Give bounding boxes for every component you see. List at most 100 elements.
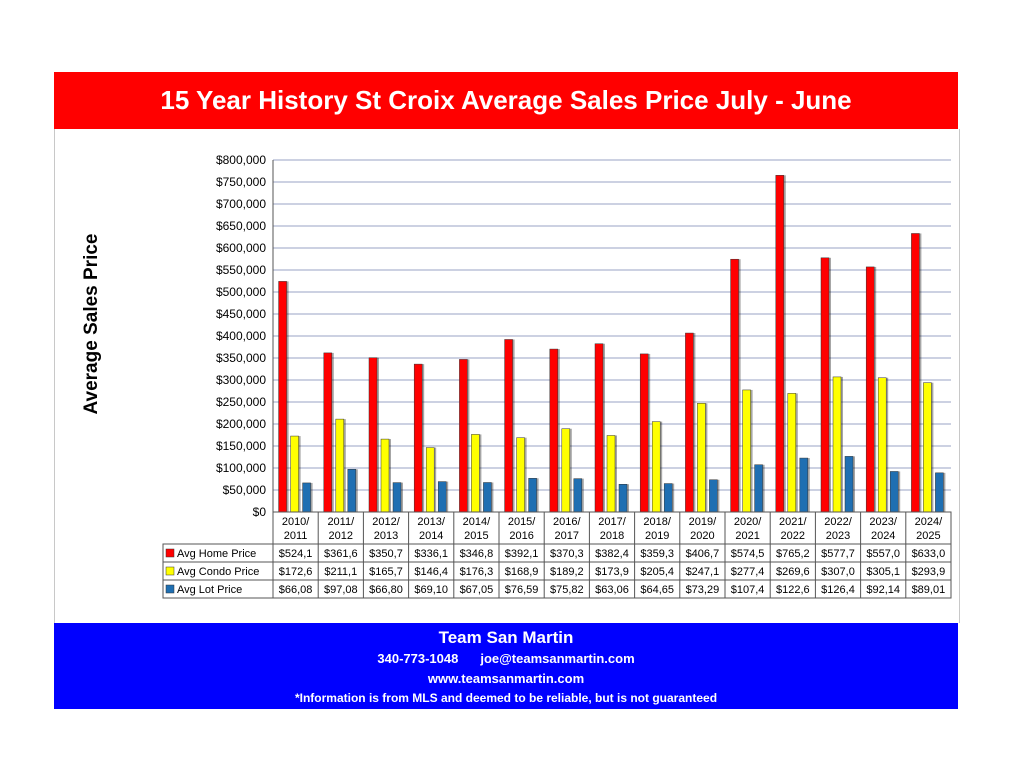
bar-shade bbox=[298, 436, 301, 512]
x-tick-label: 2024 bbox=[871, 530, 895, 542]
legend-swatch bbox=[165, 548, 175, 558]
x-tick-label: 2010/ bbox=[282, 516, 310, 528]
bar bbox=[290, 435, 299, 513]
bar-shade bbox=[310, 482, 313, 512]
y-tick-label: $750,000 bbox=[216, 175, 266, 189]
website-link[interactable]: www.teamsanmartin.com bbox=[427, 671, 585, 686]
x-tick-label: 2011 bbox=[284, 530, 308, 542]
data-label: $574,5 bbox=[731, 548, 765, 560]
x-tick-label: 2020/ bbox=[734, 516, 762, 528]
bar-shade bbox=[286, 281, 289, 512]
legend-entry: Avg Home Price bbox=[177, 548, 256, 560]
x-tick-label: 2017 bbox=[555, 530, 579, 542]
bar-shade bbox=[672, 483, 675, 512]
data-label: $76,59 bbox=[505, 584, 539, 596]
bar-shade bbox=[783, 175, 786, 512]
disclaimer: *Information is from MLS and deemed to b… bbox=[294, 691, 718, 705]
email-address[interactable]: joe@teamsanmartin.com bbox=[480, 651, 635, 666]
bar-shade bbox=[422, 364, 425, 512]
bar-shade bbox=[557, 349, 560, 512]
data-label: $247,1 bbox=[686, 566, 720, 578]
data-label: $406,7 bbox=[686, 548, 720, 560]
data-label: $66,80 bbox=[369, 584, 403, 596]
data-label: $524,1 bbox=[279, 548, 313, 560]
data-label: $168,9 bbox=[505, 566, 539, 578]
data-label: $361,6 bbox=[324, 548, 358, 560]
bar bbox=[347, 469, 357, 513]
bar-shade bbox=[343, 419, 346, 512]
data-label: $305,1 bbox=[866, 566, 900, 578]
bar-shade bbox=[446, 481, 449, 512]
bar-shade bbox=[434, 447, 437, 512]
data-label: $382,4 bbox=[595, 548, 629, 560]
y-tick-label: $800,000 bbox=[216, 153, 266, 167]
x-tick-label: 2022/ bbox=[824, 516, 852, 528]
y-tick-label: $650,000 bbox=[216, 219, 266, 233]
data-label: $165,7 bbox=[369, 566, 403, 578]
chart-title: 15 Year History St Croix Average Sales P… bbox=[54, 72, 958, 129]
bar bbox=[335, 418, 345, 513]
y-tick-label: $150,000 bbox=[216, 439, 266, 453]
bar bbox=[302, 482, 311, 513]
y-tick-label: $400,000 bbox=[216, 329, 266, 343]
x-tick-label: 2014/ bbox=[463, 516, 491, 528]
bar bbox=[573, 478, 583, 513]
x-tick-label: 2013/ bbox=[417, 516, 445, 528]
bar bbox=[911, 233, 920, 513]
data-label: $66,08 bbox=[279, 584, 313, 596]
bar-shade bbox=[581, 478, 584, 512]
bar bbox=[697, 403, 706, 513]
x-tick-label: 2023/ bbox=[869, 516, 897, 528]
x-tick-label: 2022 bbox=[781, 530, 805, 542]
bar bbox=[413, 363, 423, 513]
data-label: $269,6 bbox=[776, 566, 810, 578]
bar-shade bbox=[401, 482, 403, 512]
data-label: $107,4 bbox=[731, 584, 765, 596]
bar-shade bbox=[762, 464, 765, 512]
x-tick-label: 2016 bbox=[509, 530, 533, 542]
bar bbox=[865, 266, 875, 513]
x-tick-label: 2023 bbox=[826, 530, 850, 542]
footer: Team San Martin 340-773-1048 joe@teamsanm… bbox=[54, 623, 958, 709]
bar bbox=[685, 332, 694, 513]
bar-shade bbox=[829, 257, 831, 512]
x-tick-label: 2024/ bbox=[915, 516, 943, 528]
data-label: $577,7 bbox=[821, 548, 855, 560]
bar-shade bbox=[931, 382, 934, 512]
data-label: $205,4 bbox=[640, 566, 674, 578]
bar-shade bbox=[603, 343, 605, 512]
data-label: $557,0 bbox=[866, 548, 900, 560]
y-tick-label: $50,000 bbox=[223, 483, 267, 497]
bar-shade bbox=[898, 471, 901, 512]
bar bbox=[787, 393, 797, 513]
data-label: $92,14 bbox=[866, 584, 900, 596]
data-label: $122,6 bbox=[776, 584, 810, 596]
bar-shade bbox=[705, 403, 708, 512]
y-tick-label: $250,000 bbox=[216, 395, 266, 409]
bar-shade bbox=[569, 428, 572, 512]
bar-shade bbox=[355, 469, 358, 512]
bar bbox=[844, 456, 854, 513]
data-label: $73,29 bbox=[686, 584, 720, 596]
data-label: $392,1 bbox=[505, 548, 539, 560]
bar bbox=[820, 257, 830, 513]
data-label: $146,4 bbox=[414, 566, 448, 578]
y-tick-label: $350,000 bbox=[216, 351, 266, 365]
bar-shade bbox=[750, 389, 753, 512]
bar-shade bbox=[524, 437, 527, 512]
x-tick-label: 2021 bbox=[735, 530, 759, 542]
bar-shade bbox=[389, 439, 391, 512]
bar bbox=[935, 472, 944, 513]
x-tick-label: 2016/ bbox=[553, 516, 581, 528]
x-tick-label: 2025 bbox=[916, 530, 940, 542]
phone-number: 340-773-1048 bbox=[377, 651, 459, 666]
bar bbox=[549, 348, 559, 513]
x-tick-label: 2012/ bbox=[372, 516, 400, 528]
data-label: $89,01 bbox=[912, 584, 946, 596]
data-label: $307,0 bbox=[821, 566, 855, 578]
x-tick-label: 2021/ bbox=[779, 516, 807, 528]
data-label: $173,9 bbox=[595, 566, 629, 578]
bar-shade bbox=[627, 484, 629, 512]
y-tick-label: $450,000 bbox=[216, 307, 266, 321]
bar bbox=[437, 481, 447, 513]
